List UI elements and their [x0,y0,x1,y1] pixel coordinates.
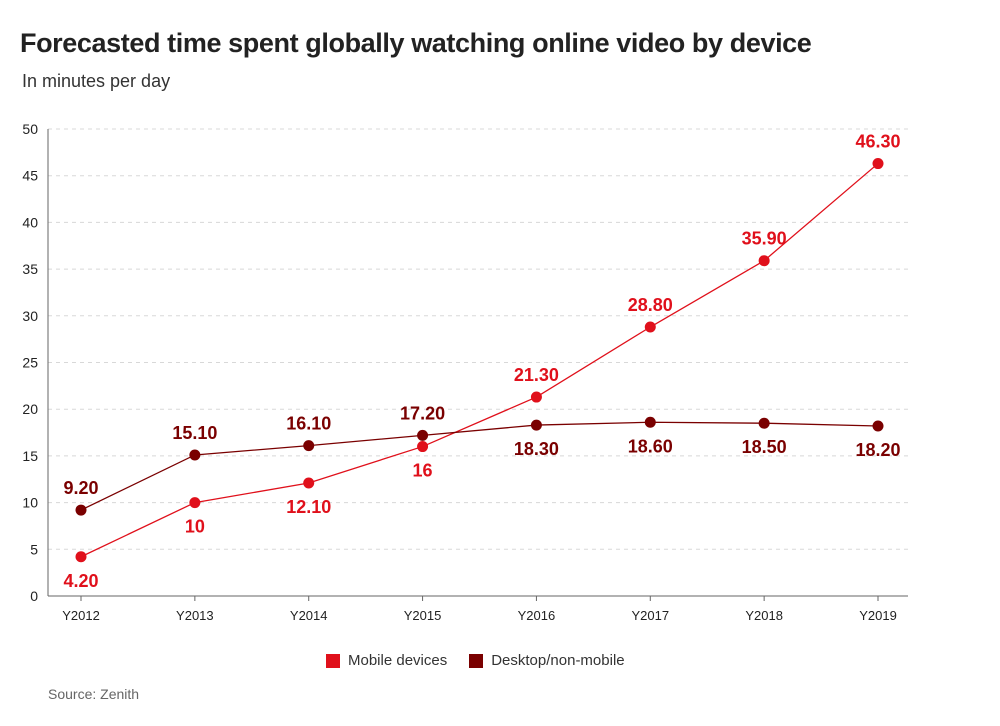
data-point [644,321,656,333]
data-point [872,420,884,432]
y-tick-label: 40 [22,214,38,230]
data-label: 16 [413,461,433,481]
legend-swatch-mobile [326,653,340,668]
y-tick-label: 35 [22,261,38,277]
x-tick-label: Y2016 [518,608,556,623]
x-tick-label: Y2017 [631,608,669,623]
series-line [80,163,879,558]
data-label: 18.30 [514,439,559,459]
line-chart: 0 5 10 15 20 25 30 35 40 45 50 Y2012 Y2013 Y2014 Y2015… [22,121,908,623]
source-note: Source: Zenith [48,686,140,702]
series-line [80,421,879,511]
legend-swatch-desktop [469,653,484,668]
data-label: 21.30 [514,365,559,385]
data-point [75,551,87,563]
data-label: 35.90 [742,229,787,249]
data-point [872,158,884,170]
y-tick-label: 20 [22,401,38,417]
data-label: 17.20 [400,403,445,423]
data-point [189,449,201,461]
data-point [189,497,201,509]
data-point [303,440,315,452]
data-point [644,416,656,428]
y-tick-label: 45 [22,168,38,184]
y-tick-label: 50 [22,121,38,137]
y-tick-label: 5 [30,541,38,557]
x-tick-label: Y2018 [745,608,783,623]
data-label: 10 [185,517,205,537]
data-label: 18.20 [855,440,900,460]
y-tick-label: 10 [22,495,38,511]
legend-item-desktop: Desktop/non-mobile [469,652,625,669]
y-tick-label: 25 [22,355,38,371]
x-tick-label: Y2019 [859,608,897,623]
data-point [303,477,315,489]
data-point [417,429,429,441]
x-tick-label: Y2012 [62,608,100,623]
legend-label-mobile: Mobile devices [348,652,448,669]
series-layer [75,158,884,563]
legend-item-mobile: Mobile devices [326,652,447,669]
x-tick-label: Y2013 [176,608,214,623]
data-labels: 4.20 10 12.10 16 21.30 28.80 35.90 46.30 9.20 15.… [63,132,900,591]
chart-subtitle: In minutes per day [22,71,171,91]
y-tick-label: 0 [30,588,38,604]
data-label: 18.60 [628,436,673,456]
data-point [530,419,542,431]
data-label: 12.10 [286,497,331,517]
chart-title: Forecasted time spent globally watching … [20,28,812,58]
y-tick-label: 15 [22,448,38,464]
axes: 0 5 10 15 20 25 30 35 40 45 50 Y2012 Y2013 Y2014 Y2015… [22,121,908,623]
gridlines [48,128,908,550]
data-label: 15.10 [172,423,217,443]
data-point [417,441,429,453]
legend-label-desktop: Desktop/non-mobile [491,652,625,669]
data-label: 46.30 [855,132,900,152]
data-point [530,391,542,403]
x-tick-label: Y2015 [404,608,442,623]
data-label: 28.80 [628,295,673,315]
data-point [758,417,770,429]
data-label: 4.20 [63,571,98,591]
data-point [758,255,770,267]
data-label: 18.50 [742,437,787,457]
data-label: 9.20 [63,478,98,498]
data-point [75,504,87,516]
x-tick-label: Y2014 [290,608,328,623]
y-tick-label: 30 [22,308,38,324]
data-label: 16.10 [286,414,331,434]
chart-legend: Mobile devices Desktop/non-mobile [326,652,625,669]
